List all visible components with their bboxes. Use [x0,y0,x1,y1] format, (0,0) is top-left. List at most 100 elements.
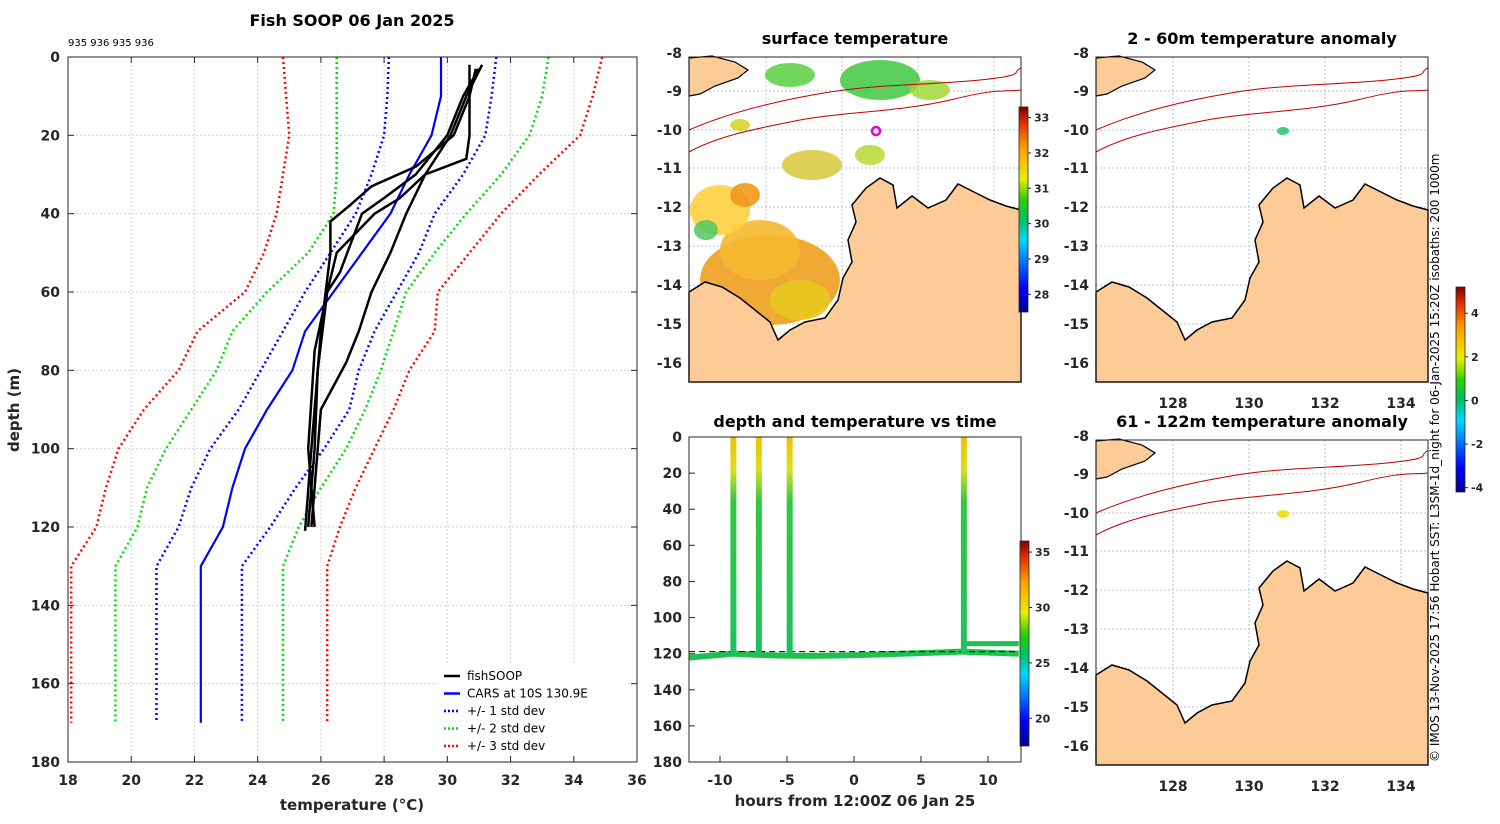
y-tick-label: 160 [31,677,60,693]
x-tick-label: 34 [564,773,584,789]
isobath-1000m [1095,67,1429,131]
isobath-1000m [688,67,1022,131]
timor-landmass [1095,438,1157,480]
sst-patch [765,63,815,87]
anomaly-61-122m-map: 61 - 122m temperature anomaly -8 -9 -10 -11 -… [1064,412,1429,795]
fishsoop-profile-line [306,64,471,528]
y-tick-label: 0 [672,430,682,446]
depth-time-title: depth and temperature vs time [713,412,996,431]
y-tick-label: 40 [663,502,683,518]
lat-tick-label: -8 [1073,429,1089,445]
depth-time-background [689,437,1021,762]
lat-tick-label: -14 [1064,661,1090,677]
colorbar-tick-label: 29 [1034,253,1049,266]
cast-profile-bar [730,437,737,654]
lat-tick-label: -11 [1064,544,1089,560]
profile-xlabel: temperature (°C) [280,796,424,814]
x-tick-label: 10 [978,773,998,789]
x-tick-label: 28 [374,773,393,789]
profile-curves [69,56,604,723]
lat-tick-label: -13 [1064,622,1089,638]
colorbar-tick-label: -2 [1471,438,1483,451]
y-tick-label: 20 [41,128,61,144]
x-tick-label: 18 [58,773,77,789]
legend-entry: +/- 1 std dev [467,704,545,718]
lat-tick-label: -16 [657,356,682,372]
sd-minus3-line [69,56,291,723]
legend-entry: +/- 3 std dev [467,739,545,753]
australia-landmass [1095,177,1429,383]
y-tick-label: 140 [653,683,682,699]
lat-tick-label: -8 [1073,46,1089,62]
isobath-1000m [1095,450,1429,514]
lat-tick-label: -11 [1064,161,1089,177]
sd-plus3-line [325,56,604,723]
isobath-200m [688,89,1022,153]
lon-tick-label: 128 [1158,779,1187,795]
x-tick-label: 0 [849,773,859,789]
y-tick-label: 0 [50,50,60,66]
colorbar-tick-label: 25 [1035,657,1050,670]
side-credit: © IMOS 13-Nov-2025 17:56 Hobart SST: L3S… [1428,154,1442,762]
profile-title: Fish SOOP 06 Jan 2025 [250,11,455,30]
ship-depth-track [688,648,1019,661]
lat-tick-label: -12 [657,200,682,216]
lat-tick-label: -15 [1064,317,1089,333]
cast-profile-bar [786,437,793,654]
lon-tick-label: 134 [1386,779,1415,795]
colorbar [1455,286,1466,493]
cast-profile-bar [755,437,762,654]
sst-patch [720,220,800,280]
x-tick-label: 22 [185,773,204,789]
map-body [688,55,1022,383]
fishsoop-profile-line [306,68,480,528]
lat-tick-label: -10 [657,123,683,139]
timor-landmass [688,55,750,97]
lon-tick-label: 130 [1234,396,1263,412]
isobath-200m [1095,472,1429,536]
profile-ticks: 18 20 22 24 26 28 30 32 34 36 0 20 40 60 80 100 120 140 16… [31,50,647,789]
sd-minus1-line [155,56,391,723]
lat-tick-label: -9 [1073,467,1089,483]
depth-time-xlabel: hours from 12:00Z 06 Jan 25 [735,792,976,810]
lat-tick-label: -15 [1064,700,1089,716]
y-tick-label: 100 [653,611,682,627]
map-axes-box [1095,439,1429,766]
map-title: 2 - 60m temperature anomaly [1127,29,1397,48]
x-tick-label: 24 [248,773,268,789]
anomaly-patch [1277,510,1289,518]
sd-plus2-line [281,56,550,723]
profile-axes-box [67,56,638,763]
lat-tick-label: -13 [657,239,682,255]
sst-patch [840,60,920,100]
lon-tick-label: 130 [1234,779,1263,795]
y-tick-label: 80 [41,363,61,379]
colorbar-tick-label: 35 [1035,546,1050,559]
profile-ylabel: depth (m) [5,368,23,452]
colorbar-tick-label: 33 [1034,112,1049,125]
lat-tick-label: -14 [1064,278,1090,294]
x-tick-label: -5 [779,773,795,789]
y-tick-label: 60 [663,538,683,554]
lat-tick-label: -12 [1064,583,1089,599]
sst-patch [910,80,950,100]
y-tick-label: 120 [31,520,60,536]
x-tick-label: 5 [916,773,926,789]
australia-landmass [688,177,1022,383]
y-tick-label: 140 [31,598,60,614]
australia-landmass [1095,560,1429,766]
sst-patch [855,145,885,165]
colorbar-tick-label: 32 [1034,147,1049,160]
x-tick-label: 20 [121,773,141,789]
isobath-200m [1095,89,1429,153]
map-axes-box [1095,56,1429,383]
colorbar-tick-label: 30 [1035,601,1051,614]
legend-entry: fishSOOP [467,669,522,683]
sd-minus2-line [114,57,338,723]
lon-tick-label: 134 [1386,396,1415,412]
anomaly-patch [1277,127,1289,135]
lon-tick-label: 132 [1310,396,1339,412]
lat-tick-label: -8 [666,46,682,62]
y-tick-label: 20 [663,466,683,482]
y-tick-label: 60 [41,285,61,301]
